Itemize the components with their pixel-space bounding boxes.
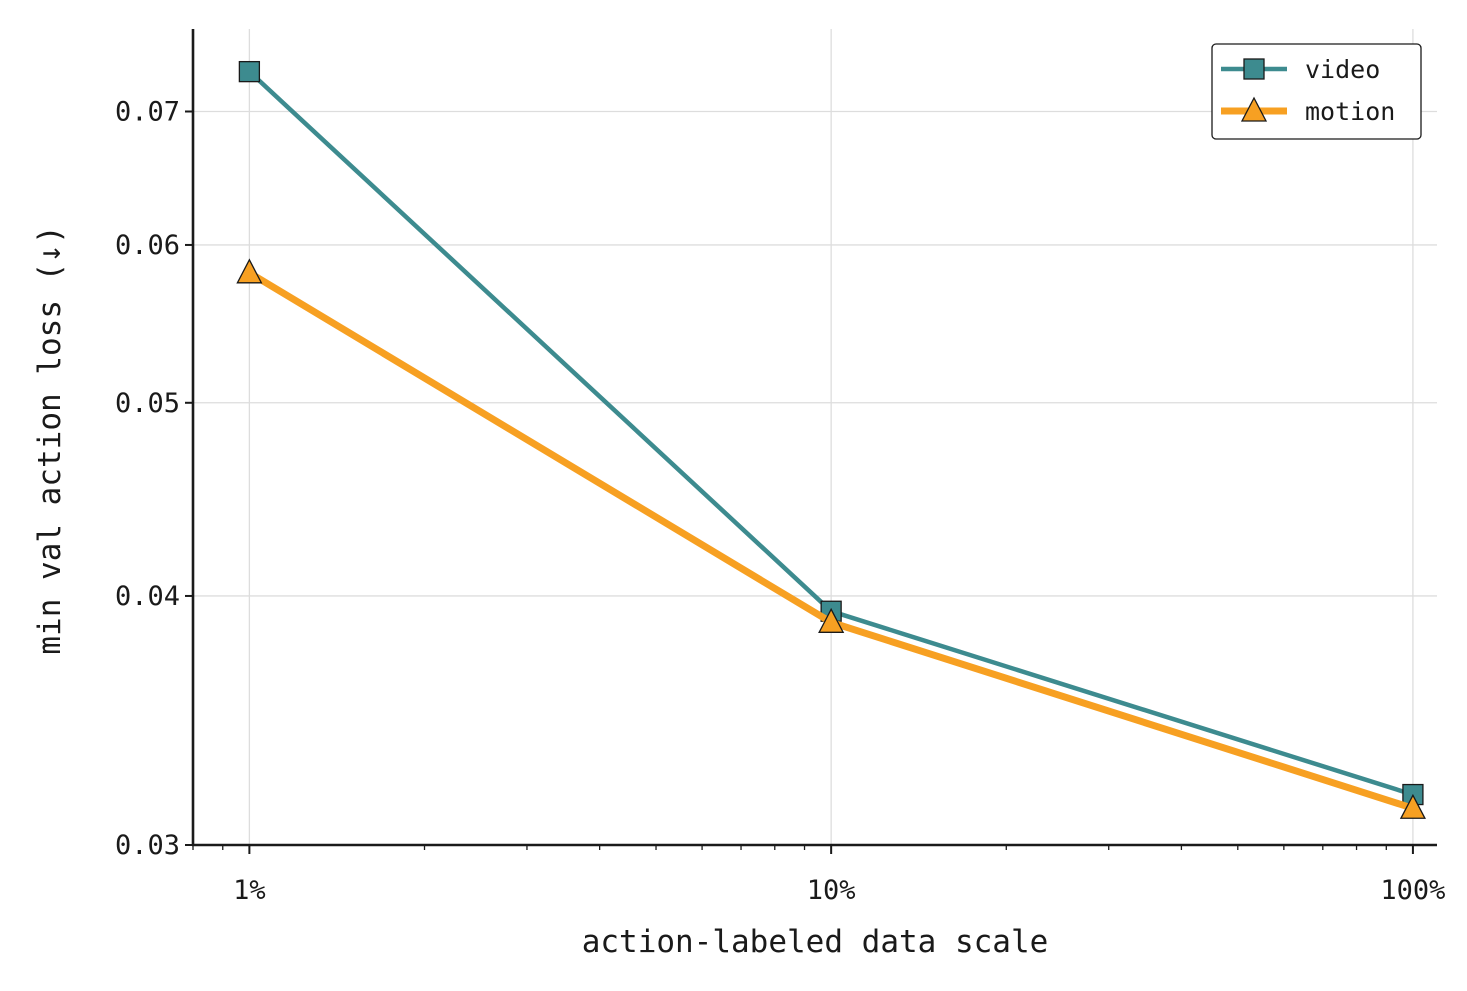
x-axis-title: action-labeled data scale xyxy=(582,924,1049,960)
x-tick-label: 100% xyxy=(1380,875,1445,906)
legend: video motion xyxy=(1211,43,1422,140)
y-tick-label: 0.03 xyxy=(115,830,180,861)
series-lines xyxy=(236,60,1426,819)
y-tick-label: 0.05 xyxy=(115,388,180,419)
legend-label-motion: motion xyxy=(1305,97,1395,126)
y-axis-title: min val action loss (↓) xyxy=(32,225,68,654)
legend-marker-motion xyxy=(1240,96,1268,122)
legend-label-video: video xyxy=(1305,55,1380,84)
data-point-motion-2 xyxy=(1399,793,1426,819)
data-point-motion-0 xyxy=(236,258,263,284)
legend-marker-video xyxy=(1243,58,1265,80)
y-tick-label: 0.04 xyxy=(115,581,180,612)
x-tick-label: 10% xyxy=(807,875,856,906)
axes: 0.03 0.04 0.05 0.06 0.07 1% 10% 100% action-labe… xyxy=(32,29,1445,960)
x-tick-label: 1% xyxy=(233,875,266,906)
data-point-video-0 xyxy=(238,60,261,83)
data-point-motion-1 xyxy=(818,607,845,633)
y-tick-label: 0.06 xyxy=(115,230,180,261)
grid-lines xyxy=(193,29,1437,846)
y-tick-label: 0.07 xyxy=(115,97,180,128)
